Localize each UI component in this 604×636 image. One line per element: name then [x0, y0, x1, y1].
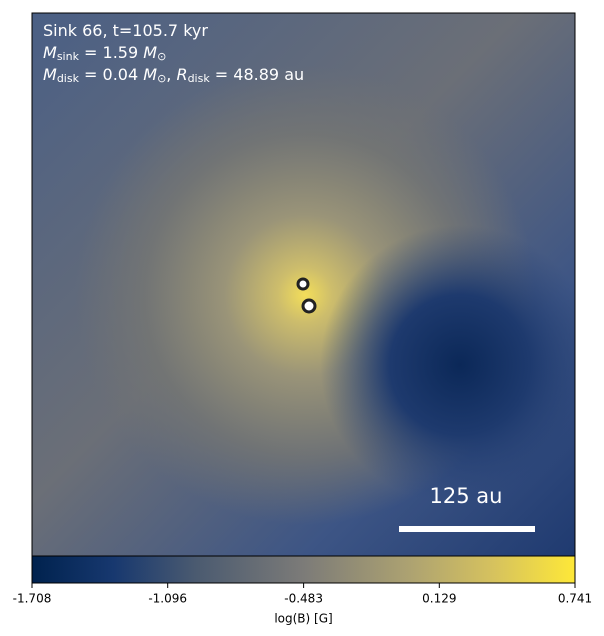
annotation-text: disk: [188, 72, 211, 85]
scale-bar-label: 125 au: [430, 484, 503, 508]
sink-particle: [301, 298, 317, 314]
colorbar-tick-label: 0.741: [558, 592, 592, 606]
annotation-text: R: [176, 65, 187, 84]
annotation-text: = 48.89 au: [210, 65, 304, 84]
annotation-text: = 0.04: [79, 65, 143, 84]
annotation-text: Sink 66, t=105.7 kyr: [43, 21, 208, 40]
annotation-text: disk: [57, 72, 80, 85]
colorbar: log(B) [G] -1.708 -1.096 -0.483 0.129 0.741: [13, 555, 592, 626]
annotation-text: M: [43, 43, 57, 62]
colorbar-tick-label: 0.129: [422, 592, 456, 606]
annotation-text: ⊙: [157, 50, 166, 63]
colorbar-tick-label: -0.483: [284, 592, 323, 606]
annotation-text: sink: [57, 50, 80, 63]
image-panel: 125 au: [31, 12, 576, 557]
annotation-text: M: [143, 43, 157, 62]
annotation-text: = 1.59: [79, 43, 143, 62]
sink-particle: [296, 277, 310, 291]
annotation: Sink 66, t=105.7 kyr Msink = 1.59 M⊙ Mdi…: [43, 21, 304, 86]
colorbar-label: log(B) [G]: [274, 612, 332, 626]
colorbar-tick-label: -1.708: [13, 592, 52, 606]
annotation-text: M: [43, 65, 57, 84]
annotation-line: Msink = 1.59 M⊙: [43, 43, 166, 64]
colorbar-tick-label: -1.096: [148, 592, 187, 606]
colorbar-gradient: [31, 555, 576, 584]
annotation-text: ,: [166, 65, 176, 84]
annotation-text: M: [143, 65, 157, 84]
annotation-line: Mdisk = 0.04 M⊙, Rdisk = 48.89 au: [43, 65, 304, 86]
annotation-text: ⊙: [157, 72, 166, 85]
annotation-line: Sink 66, t=105.7 kyr: [43, 21, 208, 40]
